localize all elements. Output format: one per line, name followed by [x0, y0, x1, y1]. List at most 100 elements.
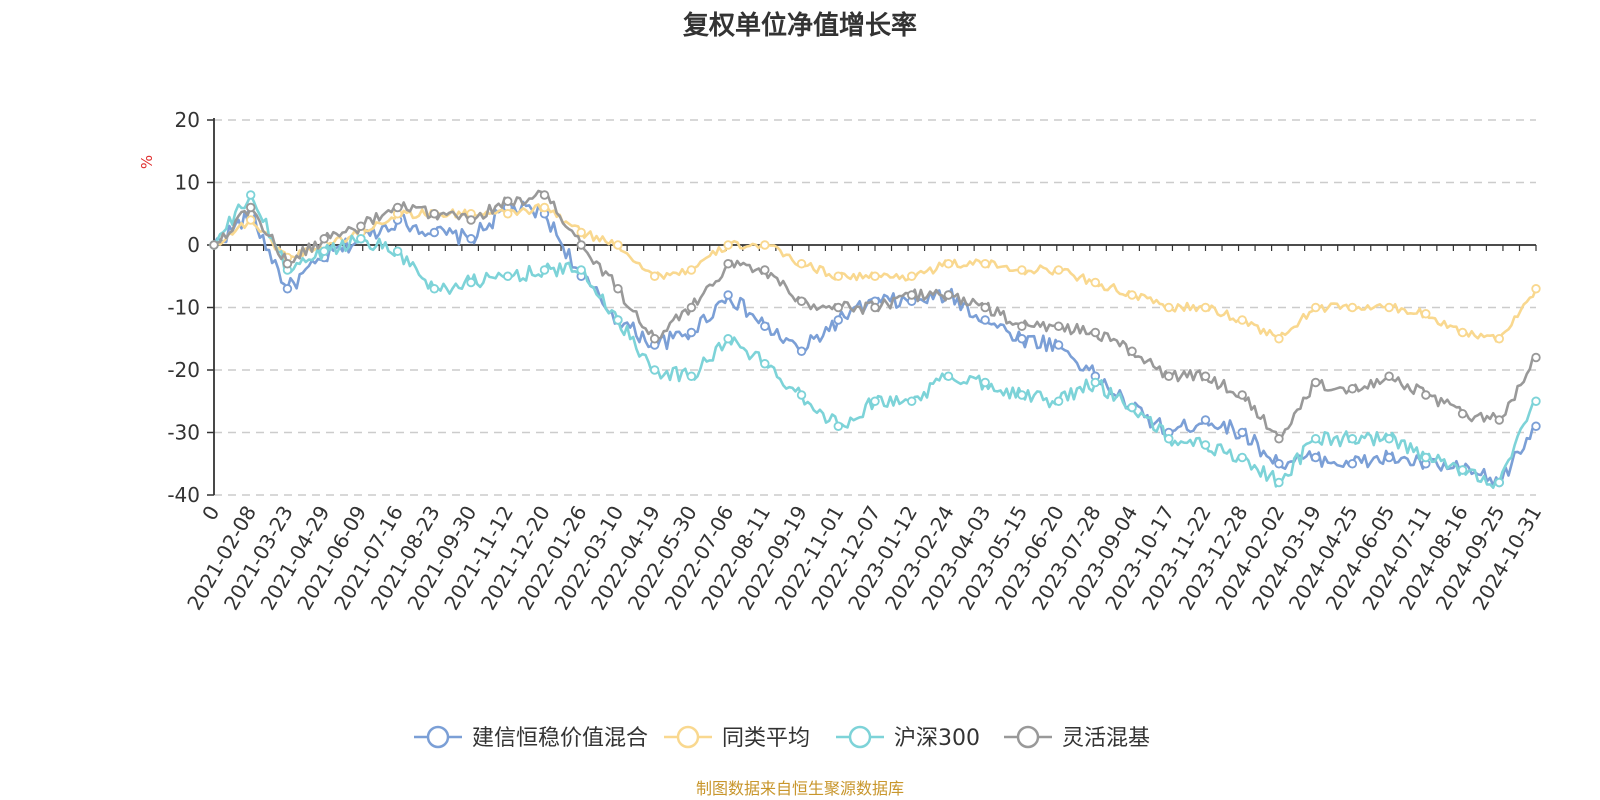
- data-point: [1274, 434, 1284, 444]
- data-point: [466, 277, 476, 288]
- data-point: [760, 359, 770, 369]
- data-point: [282, 259, 293, 269]
- data-point: [1017, 334, 1027, 344]
- data-point: [1347, 302, 1358, 313]
- data-point: [1347, 459, 1358, 469]
- data-point: [1457, 465, 1468, 475]
- y-axis-unit: %: [138, 155, 156, 169]
- data-point: [319, 234, 329, 244]
- data-point: [760, 321, 770, 331]
- data-point: [1274, 334, 1284, 344]
- y-tick-label: -40: [167, 483, 200, 507]
- data-point: [1017, 390, 1027, 400]
- data-point: [833, 271, 843, 281]
- data-point: [613, 315, 623, 325]
- data-point: [1494, 334, 1504, 344]
- data-point: [796, 390, 807, 400]
- data-point: [1274, 459, 1284, 469]
- data-point: [429, 227, 440, 238]
- data-point: [870, 271, 880, 281]
- data-point: [1310, 302, 1321, 313]
- data-point: [1053, 340, 1064, 350]
- legend-marker: [1016, 725, 1040, 749]
- data-point: [686, 265, 697, 275]
- data-point: [1200, 371, 1211, 381]
- data-point: [246, 190, 256, 200]
- data-point: [429, 209, 440, 219]
- legend-label: 灵活混基: [1062, 726, 1150, 751]
- legend[interactable]: 建信恒稳价值混合 同类平均 沪深300 灵活混基: [414, 725, 1150, 751]
- data-point: [943, 290, 954, 300]
- data-point: [980, 315, 990, 325]
- data-source-note: 制图数据来自恒生聚源数据库: [696, 779, 904, 798]
- data-point: [649, 271, 660, 281]
- data-point: [576, 240, 586, 250]
- legend-item-1[interactable]: 建信恒稳价值混合: [414, 725, 648, 751]
- series-line-3: [212, 193, 1537, 490]
- data-point: [319, 246, 329, 256]
- data-point: [833, 315, 843, 325]
- data-point: [1090, 377, 1101, 388]
- series-lines: [209, 189, 1541, 490]
- x-tick-labels: 02021-02-082021-03-232021-04-292021-06-0…: [182, 501, 1546, 614]
- data-point: [539, 265, 550, 275]
- data-point: [1494, 415, 1504, 425]
- data-point: [649, 365, 660, 375]
- data-point: [1090, 277, 1101, 288]
- data-point: [1127, 346, 1137, 356]
- data-point: [1531, 396, 1541, 406]
- legend-label: 建信恒稳价值混合: [472, 726, 648, 751]
- data-point: [1127, 290, 1137, 300]
- data-point: [1274, 477, 1284, 488]
- data-point: [760, 240, 770, 250]
- data-point: [1421, 309, 1431, 319]
- legend-label: 沪深300: [894, 726, 980, 751]
- data-point: [1017, 321, 1027, 331]
- x-tick-label: 0: [197, 502, 224, 525]
- data-point: [503, 196, 513, 206]
- legend-item-3[interactable]: 沪深300: [836, 725, 980, 751]
- data-point: [1457, 327, 1468, 338]
- data-point: [1531, 284, 1541, 294]
- data-point: [613, 284, 623, 294]
- data-point: [1457, 409, 1468, 419]
- data-point: [392, 246, 403, 256]
- legend-item-2[interactable]: 同类平均: [664, 725, 810, 751]
- data-point: [1310, 452, 1321, 463]
- data-point: [1494, 477, 1504, 488]
- data-point: [980, 259, 990, 269]
- data-point: [1347, 434, 1358, 444]
- data-point: [796, 259, 807, 269]
- data-point: [649, 334, 660, 344]
- data-point: [576, 265, 586, 275]
- data-point: [1053, 321, 1064, 331]
- data-point: [1090, 327, 1101, 338]
- data-point: [1127, 402, 1137, 413]
- data-point: [466, 234, 476, 244]
- data-point: [686, 371, 697, 381]
- data-point: [980, 302, 990, 313]
- data-point: [1347, 384, 1358, 394]
- data-point: [943, 259, 954, 269]
- data-point: [943, 371, 954, 381]
- y-tick-labels: 20 10 0 -10 -20 -30 -40: [167, 108, 200, 507]
- data-point: [723, 259, 733, 269]
- data-point: [392, 202, 403, 213]
- data-point: [796, 296, 807, 306]
- data-point: [613, 240, 623, 250]
- data-point: [1200, 440, 1211, 450]
- data-point: [209, 240, 219, 250]
- data-point: [1237, 390, 1247, 400]
- data-point: [356, 234, 366, 244]
- data-point: [760, 265, 770, 275]
- data-point: [1384, 452, 1394, 463]
- data-point: [1384, 302, 1394, 313]
- data-point: [723, 240, 733, 250]
- data-point: [686, 302, 697, 313]
- legend-marker: [426, 725, 450, 749]
- legend-item-4[interactable]: 灵活混基: [1004, 725, 1150, 751]
- data-point: [246, 202, 256, 213]
- y-tick-label: 20: [175, 108, 200, 132]
- chart-title: 复权单位净值增长率: [683, 10, 917, 41]
